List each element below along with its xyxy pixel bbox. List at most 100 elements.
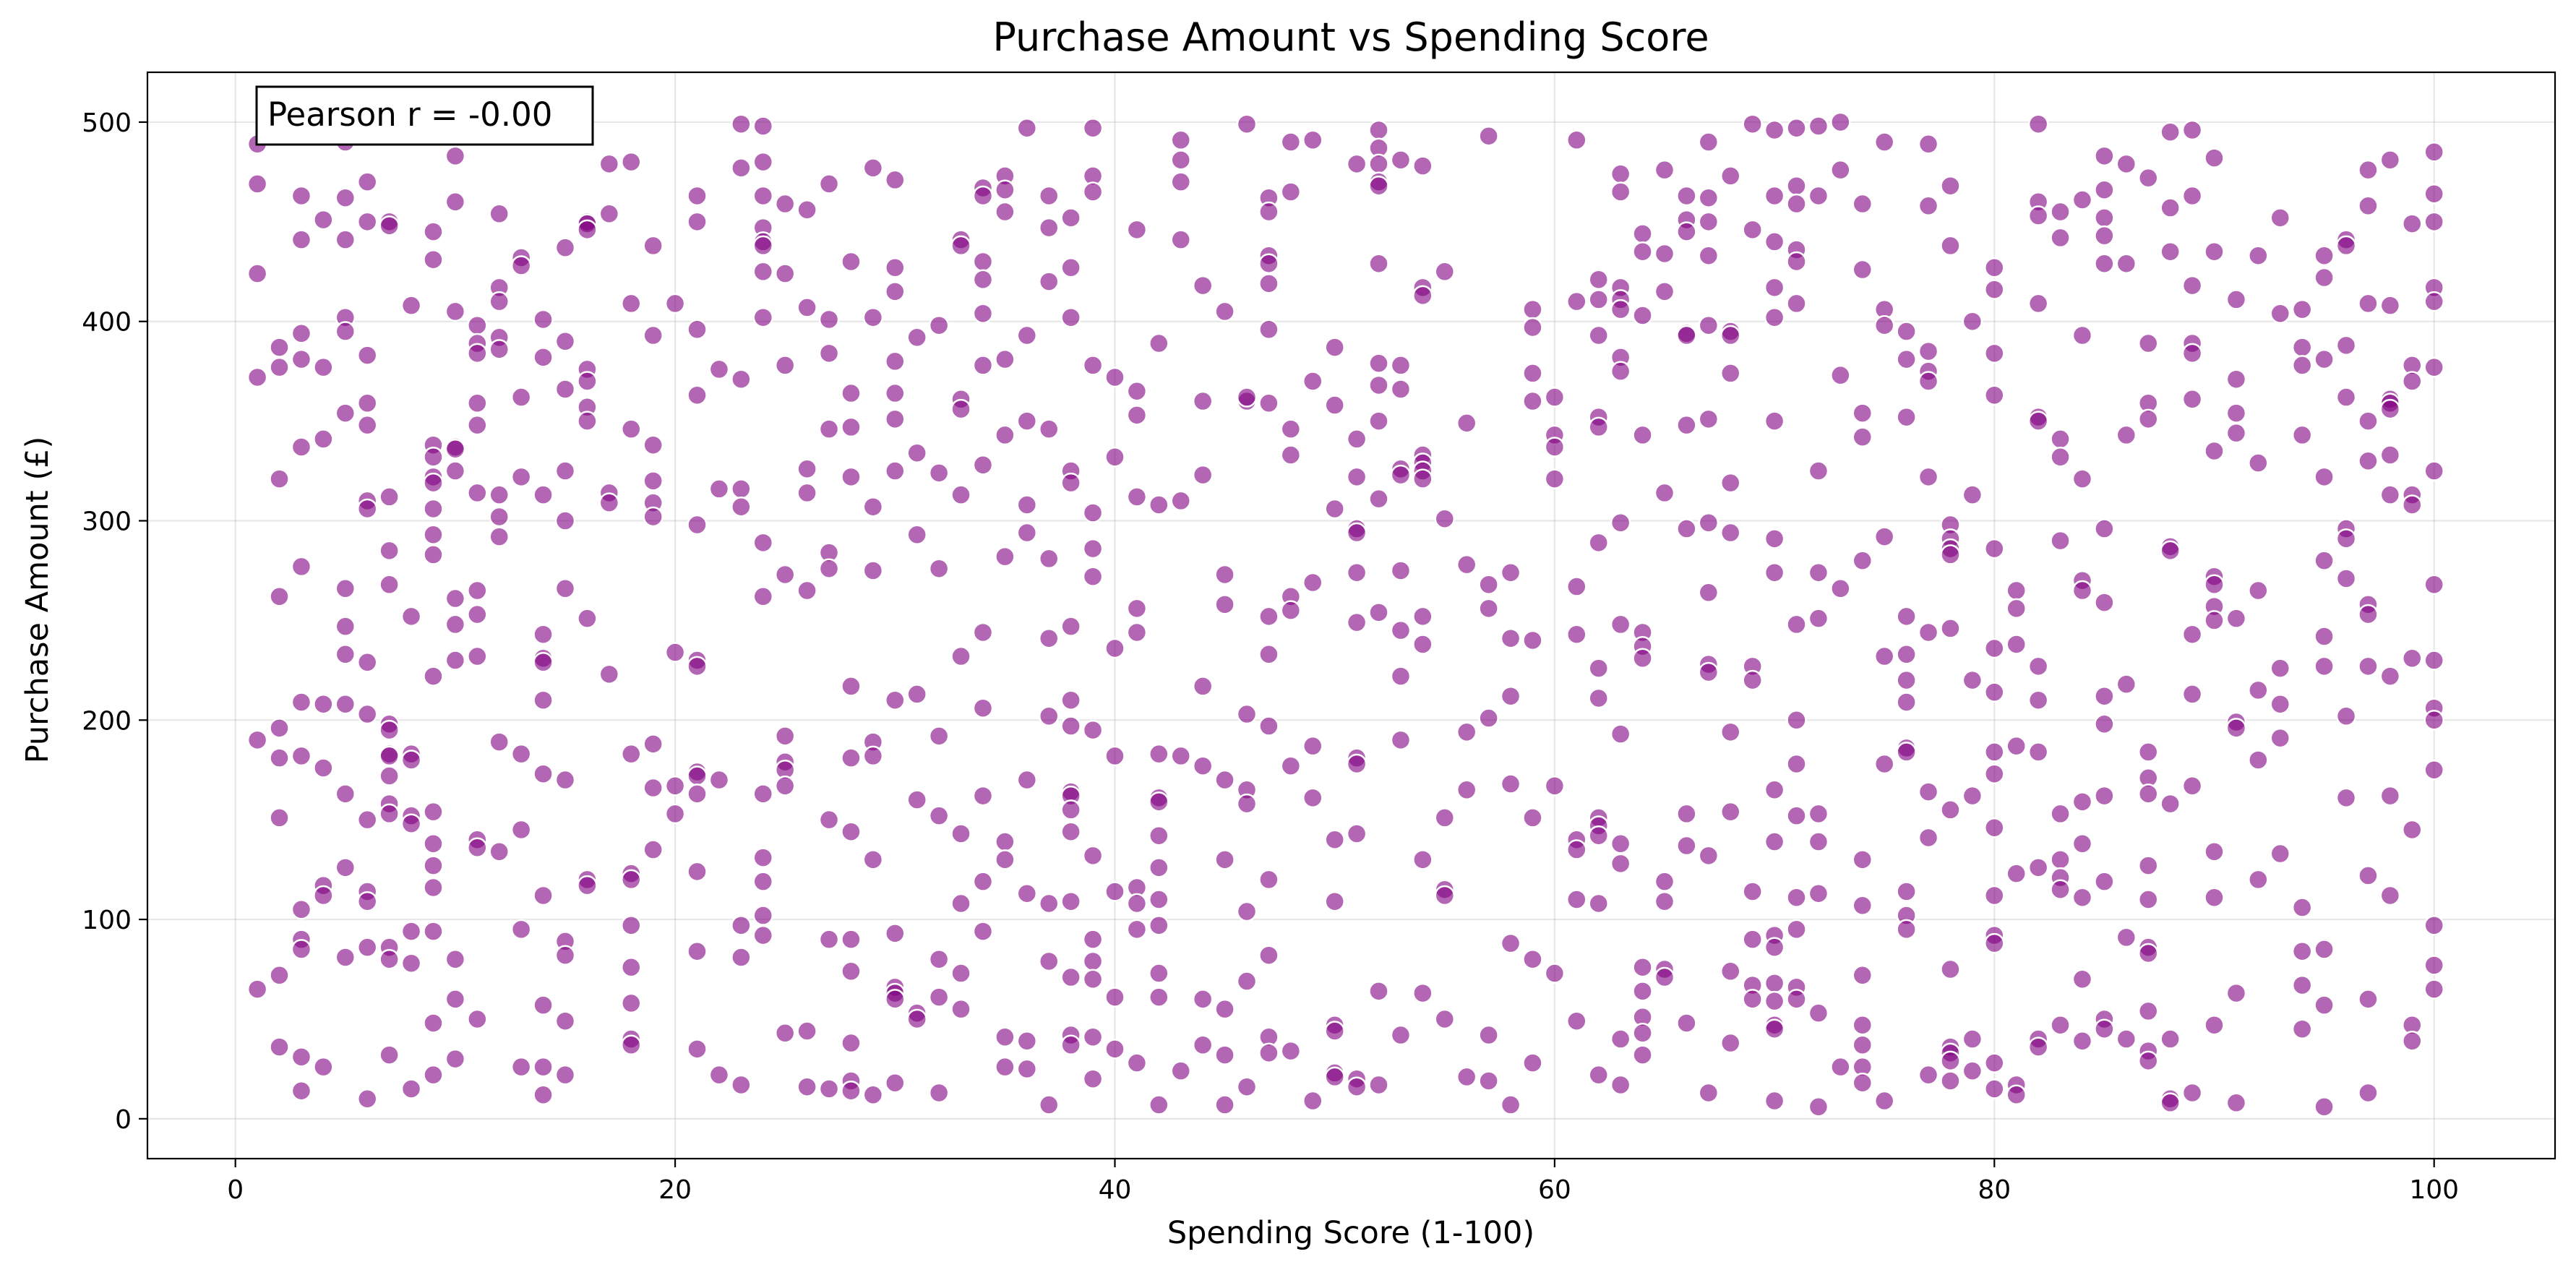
data-point — [533, 1056, 554, 1078]
data-point — [445, 948, 466, 970]
data-point — [752, 871, 774, 892]
data-point — [2071, 468, 2093, 489]
data-point — [1434, 508, 1456, 529]
data-point — [1060, 616, 1081, 637]
data-point — [313, 757, 334, 778]
data-point — [1478, 598, 1499, 619]
data-point — [928, 1082, 950, 1104]
data-point — [1962, 1029, 1983, 1049]
data-point — [379, 719, 400, 741]
data-point — [1368, 488, 1389, 510]
data-point — [356, 937, 378, 958]
data-point — [972, 785, 994, 807]
data-point — [2137, 742, 2159, 763]
data-point — [1896, 742, 1917, 763]
data-point — [972, 697, 994, 718]
data-point — [577, 608, 598, 629]
data-point — [554, 769, 576, 791]
data-point — [862, 1084, 884, 1106]
data-point — [1588, 825, 1609, 846]
data-point — [2050, 429, 2071, 450]
data-point — [2314, 1096, 2335, 1117]
data-point — [2379, 885, 2401, 906]
data-point — [1522, 630, 1543, 651]
data-point — [2160, 121, 2181, 142]
data-point — [445, 192, 466, 212]
data-point — [950, 963, 971, 984]
data-point — [2027, 205, 2049, 226]
data-point — [2116, 927, 2137, 948]
data-point — [797, 199, 817, 220]
data-point — [554, 460, 576, 481]
data-point — [335, 187, 356, 208]
data-point — [1368, 175, 1389, 197]
data-point — [950, 893, 971, 914]
data-point — [1962, 785, 1983, 807]
data-point — [1192, 676, 1214, 697]
data-point — [423, 1064, 444, 1086]
data-point — [797, 580, 817, 601]
data-point — [2160, 1029, 2181, 1049]
data-point — [2094, 518, 2115, 539]
data-point — [818, 558, 840, 579]
data-point — [2379, 785, 2401, 807]
data-point — [2248, 580, 2269, 601]
data-point — [1126, 1052, 1148, 1073]
data-point — [731, 369, 752, 390]
data-point — [752, 185, 774, 207]
data-point — [423, 833, 444, 854]
data-point — [1082, 502, 1104, 523]
data-point — [335, 229, 356, 250]
data-point — [1852, 1014, 1873, 1036]
data-point — [291, 1080, 312, 1102]
data-point — [2181, 185, 2203, 207]
data-point — [1588, 532, 1609, 554]
data-point — [445, 588, 466, 609]
data-point — [643, 839, 664, 860]
data-point — [1852, 1072, 1873, 1094]
data-point — [379, 215, 400, 236]
data-point — [2291, 424, 2313, 446]
data-point — [1852, 259, 1873, 280]
data-point — [664, 642, 686, 663]
data-point — [356, 498, 378, 520]
x-tick-label: 40 — [1099, 1175, 1132, 1205]
data-point — [797, 297, 817, 318]
data-point — [291, 939, 312, 960]
data-point — [1588, 325, 1609, 346]
data-point — [2291, 337, 2313, 358]
data-point — [554, 510, 576, 531]
data-point — [950, 398, 971, 420]
data-point — [598, 492, 620, 513]
data-point — [972, 921, 994, 942]
data-point — [1104, 447, 1125, 468]
data-point — [2027, 857, 2049, 878]
data-point — [1522, 317, 1543, 338]
data-point — [1258, 392, 1279, 414]
data-point — [862, 849, 884, 870]
data-point — [291, 899, 312, 920]
data-point — [797, 1076, 817, 1097]
data-point — [1786, 919, 1807, 940]
data-point — [1984, 932, 2005, 954]
data-point — [1940, 175, 1961, 197]
data-point — [1258, 716, 1279, 737]
data-point — [2335, 528, 2357, 549]
data-point — [1412, 982, 1433, 1004]
data-point — [1918, 195, 1939, 217]
data-point — [818, 343, 840, 364]
data-point — [1808, 1096, 1829, 1117]
data-point — [1610, 614, 1631, 635]
data-point — [1896, 406, 1917, 428]
data-point — [335, 857, 356, 878]
data-point — [533, 885, 554, 906]
data-point — [2181, 1082, 2203, 1104]
data-point — [2423, 183, 2444, 205]
data-point — [906, 789, 927, 810]
data-point — [950, 998, 971, 1020]
data-point — [1236, 901, 1258, 922]
data-point — [2248, 750, 2269, 770]
data-point — [2402, 648, 2423, 669]
data-point — [533, 484, 554, 505]
data-point — [1104, 881, 1125, 902]
